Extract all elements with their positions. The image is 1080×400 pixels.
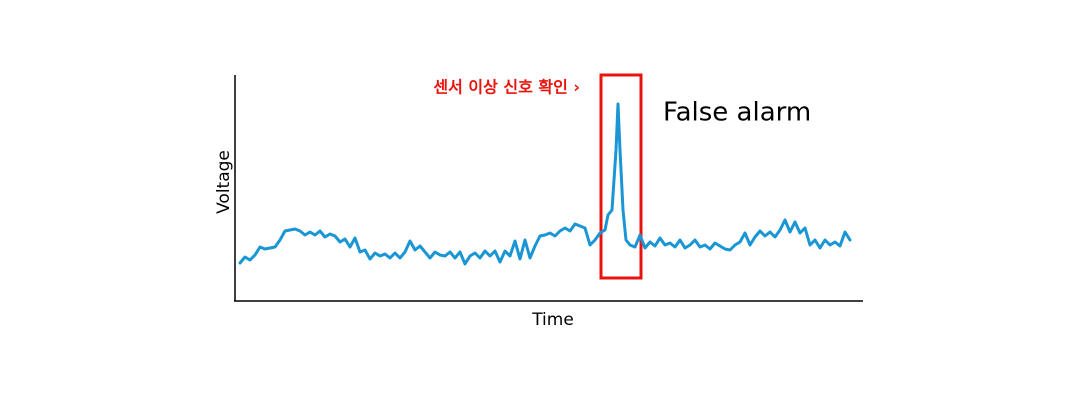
x-axis-label: Time [531,310,574,330]
annotation: 센서 이상 신호 확인 › [433,78,580,97]
data-line [238,102,852,266]
highlight-box [599,73,643,280]
annotation: False alarm [663,98,811,128]
y-axis-label: Voltage [214,150,234,214]
